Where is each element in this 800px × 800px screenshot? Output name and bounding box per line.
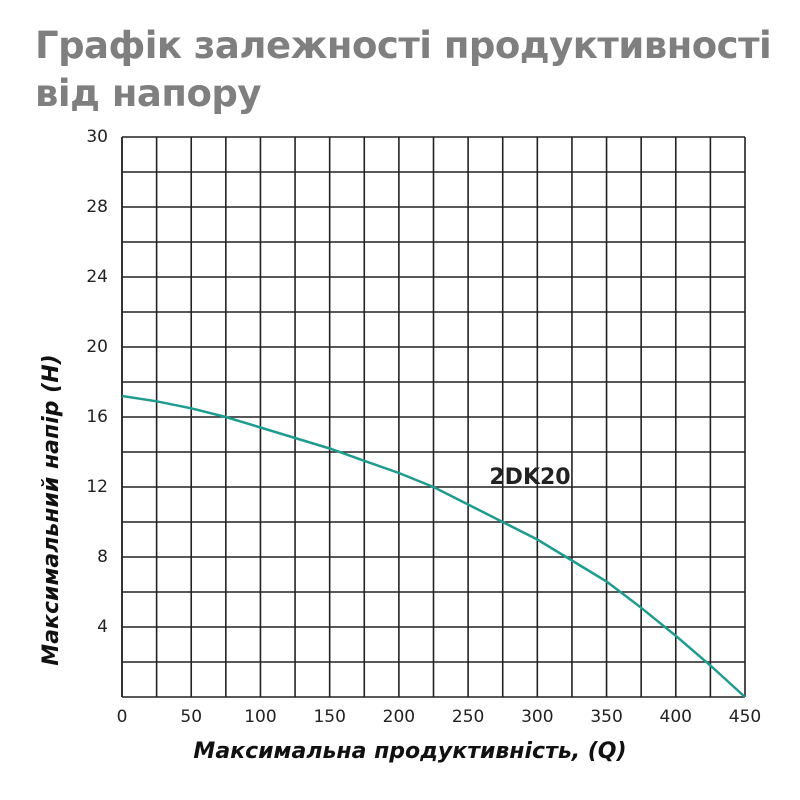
y-tick-label: 12 [86, 477, 108, 497]
x-tick-label: 400 [660, 707, 692, 727]
series-label: 2DK20 [489, 465, 570, 490]
x-tick-label: 450 [729, 707, 761, 727]
x-tick-label: 0 [117, 707, 128, 727]
x-tick-label: 200 [383, 707, 415, 727]
y-tick-label: 4 [97, 617, 108, 637]
x-tick-label: 350 [590, 707, 622, 727]
y-tick-label: 16 [86, 407, 108, 427]
y-tick-label: 30 [86, 127, 108, 147]
y-tick-label: 20 [86, 337, 108, 357]
x-tick-label: 300 [521, 707, 553, 727]
y-tick-label: 24 [86, 267, 108, 287]
x-tick-label: 50 [180, 707, 202, 727]
x-tick-label: 150 [313, 707, 345, 727]
y-axis-label: Максимальний напір (H) [39, 354, 64, 665]
x-tick-label: 250 [452, 707, 484, 727]
line-series [121, 394, 746, 698]
y-tick-label: 28 [86, 197, 108, 217]
x-axis-label: Максимальна продуктивність, (Q) [193, 739, 626, 764]
y-tick-label: 8 [97, 547, 108, 567]
x-tick-label: 100 [244, 707, 276, 727]
chart-title: Графік залежності продуктивності від нап… [35, 24, 772, 115]
